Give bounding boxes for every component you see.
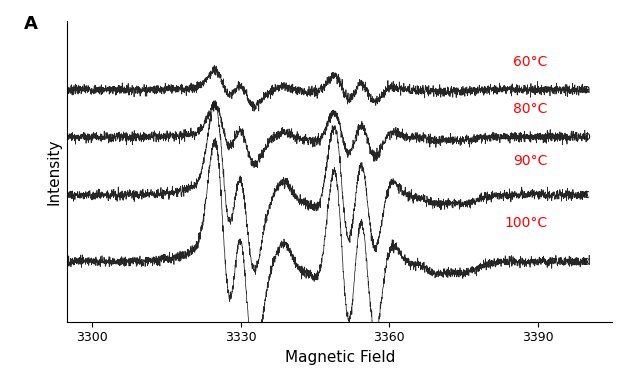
Text: 80°C: 80°C [513,102,548,116]
X-axis label: Magnetic Field: Magnetic Field [285,350,395,365]
Text: d: d [582,255,591,268]
Text: 90°C: 90°C [513,154,548,168]
Text: 60°C: 60°C [513,55,548,69]
Y-axis label: Intensity: Intensity [47,138,62,204]
Text: a: a [582,83,590,96]
Text: c: c [582,188,589,201]
Text: b: b [582,130,590,143]
Text: A: A [24,15,38,33]
Text: 100°C: 100°C [505,216,548,230]
